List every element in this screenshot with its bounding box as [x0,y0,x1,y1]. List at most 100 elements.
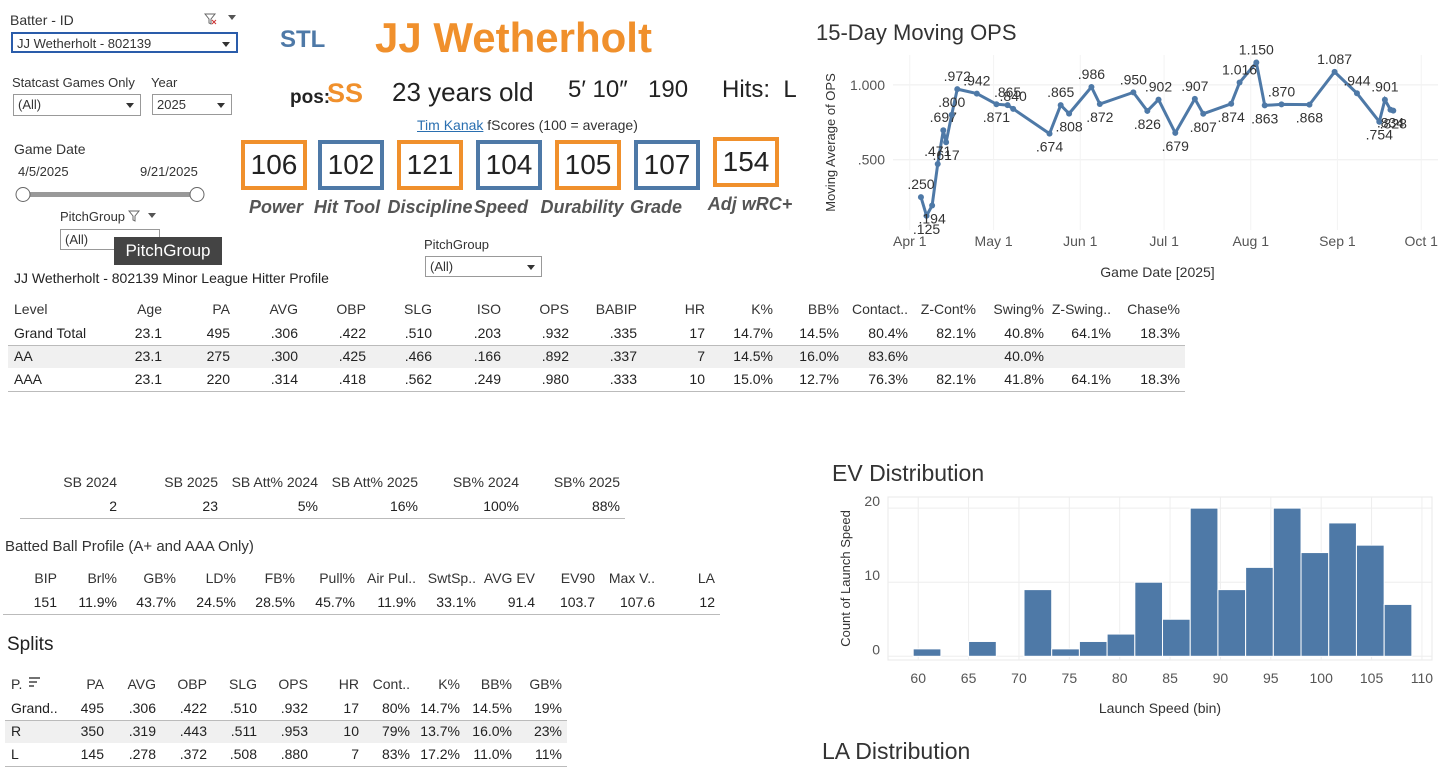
point [1096,101,1103,108]
dropdown-value: (All) [18,97,42,112]
table-cell: 23 [202,498,218,514]
table-cell: 14.5% [472,700,512,716]
x-tick-label: 70 [1011,670,1027,686]
filter-icons[interactable] [128,209,162,223]
table-rule [5,766,567,767]
table-cell: .511 [230,723,257,739]
y-tick-label: 10 [864,567,880,583]
filter-icons[interactable] [204,12,238,26]
table-cell: 19% [533,700,562,716]
data-label: 1.087 [1317,51,1352,67]
score-box: 106 [241,140,307,190]
table-cell: 43.7% [136,594,176,610]
table-title: JJ Wetherholt - 802139 Minor League Hitt… [14,270,329,286]
data-label: .840 [1000,88,1027,104]
table-cell: 15.0% [733,371,773,387]
table-cell: 83.6% [868,348,908,364]
table-cell: .418 [338,371,366,387]
column-header: OBP [177,676,207,692]
x-tick-label: 100 [1310,670,1334,686]
column-header: AVG [269,301,298,317]
table-cell: .203 [473,325,501,341]
y-tick-label: 0 [872,641,880,657]
bar [1217,589,1247,657]
column-header: SLG [228,676,257,692]
column-header: Air Pul.. [366,570,416,586]
table-cell: AA [14,348,33,364]
chart-title: EV Distribution [832,460,984,486]
caption: fScores (100 = average) [487,117,638,133]
plot-frame [887,496,1433,661]
y-tick-label: .500 [858,152,885,168]
bar [1134,581,1164,657]
score-label: Durability [540,197,624,217]
batter-dropdown[interactable]: JJ Wetherholt - 802139 [11,32,238,53]
column-header: Z-Swing.. [1051,301,1111,317]
point [948,111,955,118]
table-cell: 14.7% [733,325,773,341]
table-cell: 11.0% [473,746,512,762]
sort-icon[interactable] [28,676,42,688]
data-label: .901 [1371,79,1398,95]
date-start: 4/5/2025 [18,164,69,179]
table-cell: .314 [270,371,298,387]
chart-title: LA Distribution [822,738,971,764]
point [1088,84,1095,91]
data-label: .754 [1366,127,1393,143]
data-label: 1.016 [1222,62,1257,78]
table-cell: .300 [270,348,298,364]
table-cell: 23% [533,723,562,739]
table-cell: .278 [128,746,156,762]
table-cell: 10 [689,371,705,387]
date-slider[interactable] [14,185,206,205]
x-tick-label: 65 [961,670,977,686]
table-cell: 88% [591,498,620,514]
table-cell: 107.6 [619,594,655,610]
data-label: .808 [1055,119,1082,135]
table-cell: 79% [381,723,410,739]
table-cell: .510 [404,325,432,341]
chart-title: 15-Day Moving OPS [816,20,1017,45]
score-label: Speed [473,197,529,217]
table-cell: 17.2% [420,746,460,762]
point [1057,102,1064,109]
pitchgroup-dropdown[interactable]: (All) [425,256,542,277]
filter-label: Year [151,75,178,90]
table-cell: .892 [541,348,569,364]
dropdown-value: JJ Wetherholt - 802139 [17,36,152,51]
table-cell: 45.7% [315,594,355,610]
year-dropdown[interactable]: 2025 [152,94,232,115]
column-header: K% [438,676,460,692]
column-header: Contact.. [851,301,908,317]
point [934,161,941,168]
column-header: GB% [143,570,176,586]
point [1066,110,1073,117]
x-tick-label: Jun 1 [1063,233,1097,249]
table-cell: .980 [541,371,569,387]
point [1306,101,1313,108]
table-cell: 17 [343,700,359,716]
table-cell: 23.1 [134,371,162,387]
column-header: BB% [480,676,512,692]
table-cell: 151 [33,594,57,610]
column-header: BIP [34,570,57,586]
dropdown-value: 2025 [157,97,186,112]
column-header: BB% [807,301,839,317]
statcast-dropdown[interactable]: (All) [13,94,141,116]
bar [1355,544,1385,657]
table-cell: L [11,746,19,762]
table-cell: 28.5% [255,594,295,610]
data-label: .617 [932,147,959,163]
score-label: Adj wRC+ [707,194,793,214]
table-cell: 11% [535,746,562,762]
table-cell: .306 [128,700,156,716]
table-cell: 275 [206,348,230,364]
table-cell: 12.7% [799,371,839,387]
row-stripe [5,720,567,743]
table-cell: 80% [381,700,410,716]
table-cell: .880 [280,746,308,762]
column-header: SB Att% 2024 [231,474,318,490]
author-link[interactable]: Tim Kanak [417,117,484,133]
